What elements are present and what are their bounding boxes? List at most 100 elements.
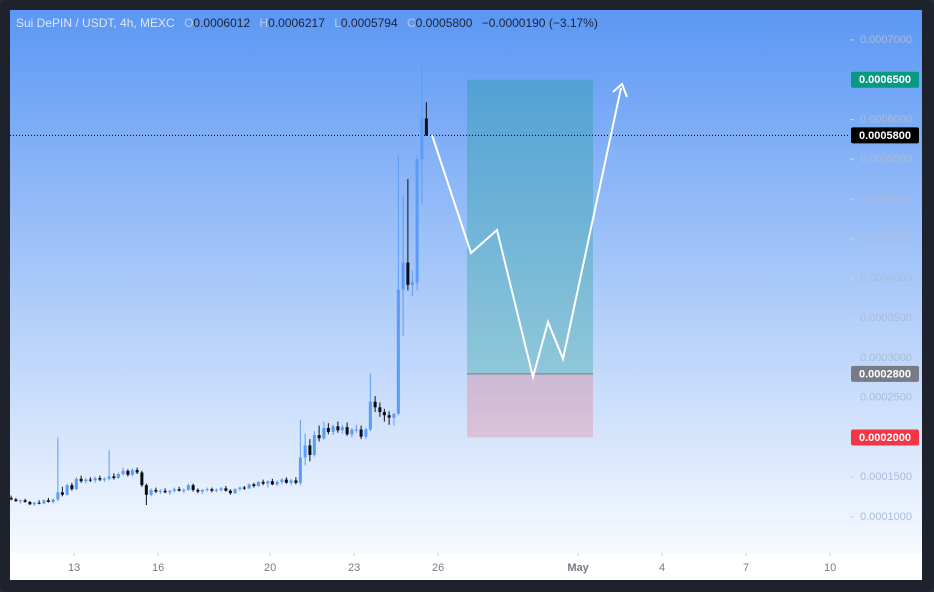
candle-body [172, 489, 176, 491]
candle-body [284, 479, 288, 483]
candle-body [275, 482, 279, 485]
candle-body [116, 474, 120, 479]
candle-body [79, 478, 83, 482]
candle-body [266, 481, 270, 484]
price-badge [851, 127, 919, 144]
candle-body [228, 490, 232, 494]
x-tick-label: May [567, 562, 589, 574]
x-tick-label: 26 [432, 562, 444, 574]
candle-body [340, 427, 344, 431]
candle-body [42, 500, 46, 504]
price-badge [851, 365, 919, 382]
y-tick-label: 0.0001000 [860, 511, 912, 523]
ohlc-value: 0.0006217 [268, 16, 325, 30]
candle-body [247, 484, 251, 489]
candle-body [396, 289, 400, 414]
candle-body [74, 478, 78, 490]
candle-body [32, 502, 36, 505]
candle-body [322, 427, 326, 439]
candle-body [65, 485, 69, 495]
candle-body [364, 429, 368, 437]
ohlc-key: H [259, 16, 268, 30]
candle-body [312, 435, 316, 455]
candle-body [205, 489, 209, 491]
candle-body [28, 501, 32, 505]
y-tick-label: 0.0003500 [860, 312, 912, 324]
candle-body [424, 118, 428, 136]
legend-header: Sui DePIN / USDT, 4h, MEXC O0.0006012 H0… [16, 16, 598, 30]
candle-body [168, 490, 172, 493]
candle-body [289, 480, 293, 483]
x-tick-label: 16 [152, 562, 164, 574]
candle-body [294, 480, 298, 483]
candle-body [121, 470, 125, 475]
price-badge-label: 0.0002000 [859, 432, 911, 444]
x-tick-label: 10 [824, 562, 836, 574]
candle-body [186, 485, 190, 490]
price-badge-label: 0.0005800 [859, 130, 911, 142]
position-profit-zone [467, 79, 593, 374]
price-change: −0.0000190 (−3.17%) [482, 16, 598, 30]
price-badge-label: 0.0006500 [859, 74, 911, 86]
y-tick-label: 0.0005000 [860, 193, 912, 205]
candle-body [102, 478, 106, 480]
candle-body [256, 482, 260, 486]
candle-body [317, 435, 321, 439]
candle-body [163, 490, 167, 493]
price-badge [851, 429, 919, 446]
candle-body [401, 262, 405, 290]
candle-body [345, 427, 349, 435]
x-tick-label: 23 [348, 562, 360, 574]
candle-body [196, 489, 200, 492]
candle-body [46, 500, 50, 502]
candle-body [70, 485, 74, 490]
candle-body [354, 429, 358, 431]
candle-body [60, 492, 64, 495]
candle-body [219, 488, 223, 490]
candle-body [135, 470, 139, 473]
candle-body [331, 426, 335, 432]
candle-body [280, 479, 284, 483]
candle-body [420, 118, 424, 160]
y-tick-label: 0.0007000 [860, 34, 912, 46]
candle-body [210, 489, 214, 491]
candle-body [410, 282, 414, 285]
candle-body [191, 485, 195, 490]
candle-body [233, 489, 237, 494]
y-tick-label: 0.0001500 [860, 471, 912, 483]
candle-body [238, 487, 242, 490]
candle-body [200, 489, 204, 492]
plot-area [10, 63, 850, 506]
candle-body [224, 488, 228, 491]
y-tick-label: 0.0003000 [860, 352, 912, 364]
candle-body [84, 479, 88, 482]
candle-body [252, 484, 256, 486]
candle-body [93, 478, 97, 481]
y-tick-label: 0.0004500 [860, 233, 912, 245]
candle-body [140, 472, 144, 486]
candle-body [373, 401, 377, 408]
projection-path [431, 87, 622, 381]
x-tick-label: 7 [743, 562, 749, 574]
time-axis-background [10, 553, 922, 580]
price-badge-label: 0.0002800 [859, 368, 911, 380]
candle-body [415, 159, 419, 283]
position-loss-zone [467, 373, 593, 438]
candle-body [18, 500, 22, 502]
y-tick-label: 0.0004000 [860, 272, 912, 284]
candle-body [406, 262, 410, 285]
candle-body [298, 457, 302, 483]
ohlc-value: 0.0005800 [416, 16, 473, 30]
candle-body [154, 489, 158, 492]
candle-body [51, 499, 55, 502]
candle-body [392, 413, 396, 418]
ohlc-key: O [184, 16, 193, 30]
x-tick-label: 13 [68, 562, 80, 574]
ohlc-value: 0.0006012 [193, 16, 250, 30]
candle-body [14, 499, 18, 502]
candle-body [303, 445, 307, 458]
candle-body [368, 401, 372, 430]
candle-body [126, 470, 130, 475]
candle-body [270, 481, 274, 485]
